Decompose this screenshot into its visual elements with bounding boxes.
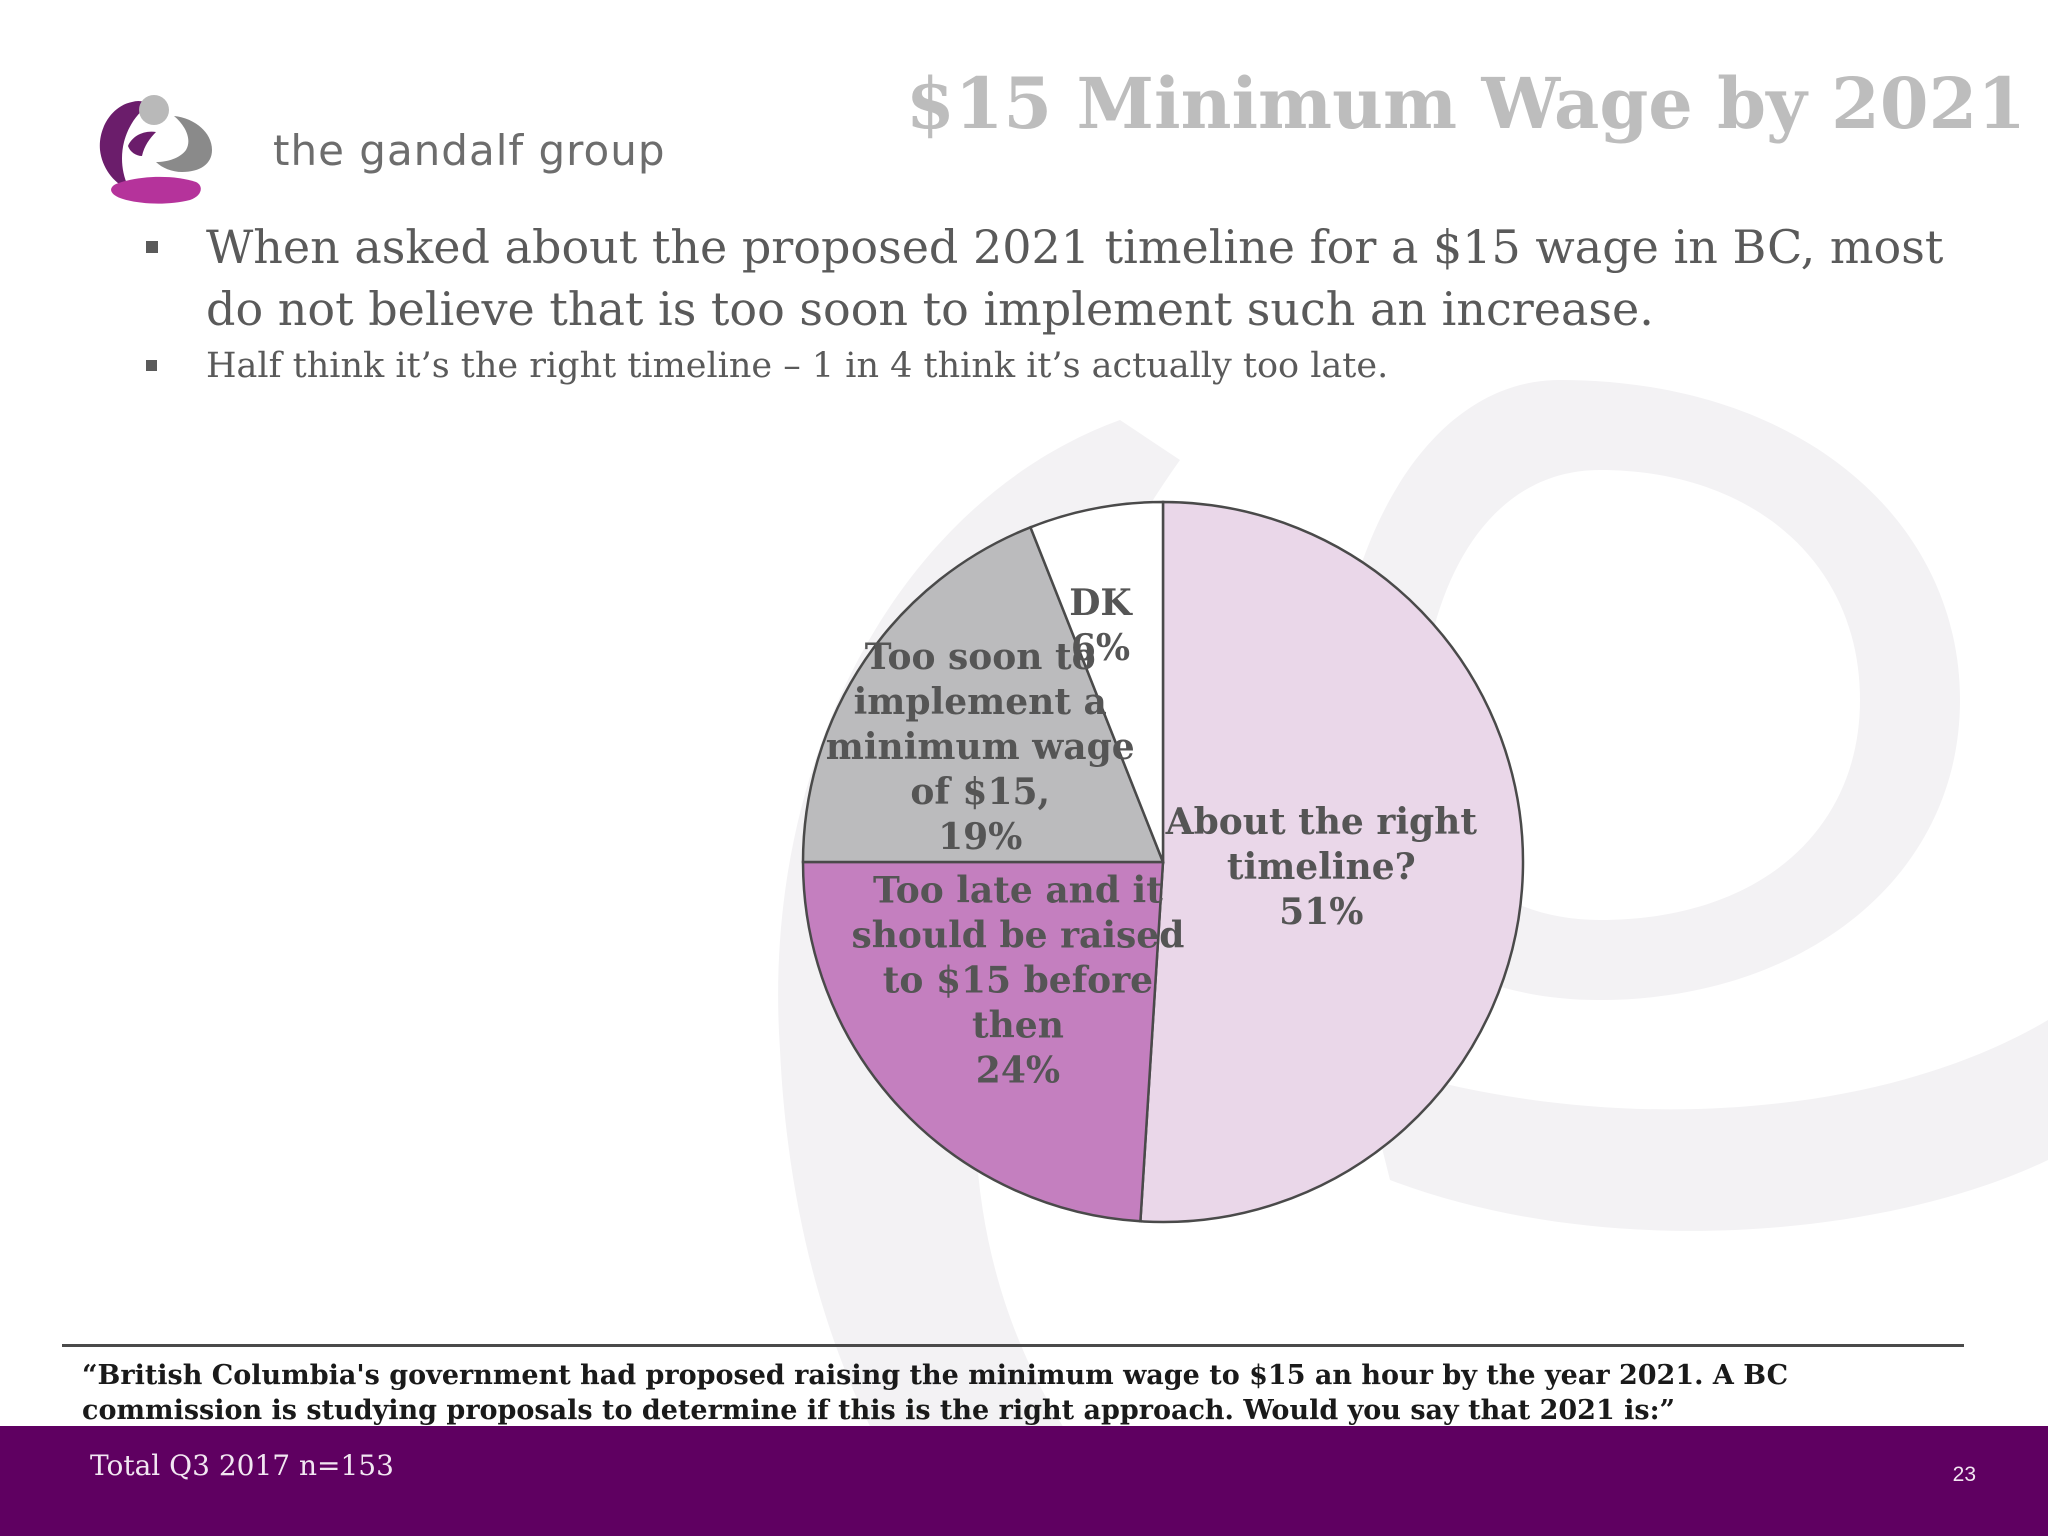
bullet-text: When asked about the proposed 2021 timel… [206,220,1944,336]
square-bullet-icon [146,360,157,371]
footer-band [0,1426,2048,1536]
gandalf-g-logo-icon [99,95,212,204]
bullet-item: When asked about the proposed 2021 timel… [140,216,1990,340]
survey-question: “British Columbia's government had propo… [82,1360,1789,1426]
square-bullet-icon [146,241,158,253]
brand-name: the gandalf group [273,126,666,175]
pie-slice [1028,500,1165,863]
summary-bullets: When asked about the proposed 2021 timel… [140,216,1990,390]
pie-slice [801,860,1165,1223]
pie-chart: About the right timeline? 51%Too late and … [801,500,1525,1224]
pie-slice-label: About the right timeline? 51% [1165,801,1478,933]
bullet-item: Half think it’s the right timeline – 1 i… [140,342,1990,390]
page-title: $15 Minimum Wage by 2021 [906,62,2026,145]
pie-slice-label: Too soon to implement a minimum wage of $15… [826,636,1135,858]
page-number: 23 [1952,1463,1976,1486]
pie-slice-label: DK 6% [1069,582,1133,669]
pie-slice [1139,500,1525,1224]
sample-size-note: Total Q3 2017 n=153 [90,1449,394,1482]
pie-slice-label: Too late and it should be raised to $15 be… [851,869,1184,1091]
divider [62,1344,1964,1347]
pie-slice [801,525,1165,864]
bullet-text: Half think it’s the right timeline – 1 i… [206,346,1389,386]
